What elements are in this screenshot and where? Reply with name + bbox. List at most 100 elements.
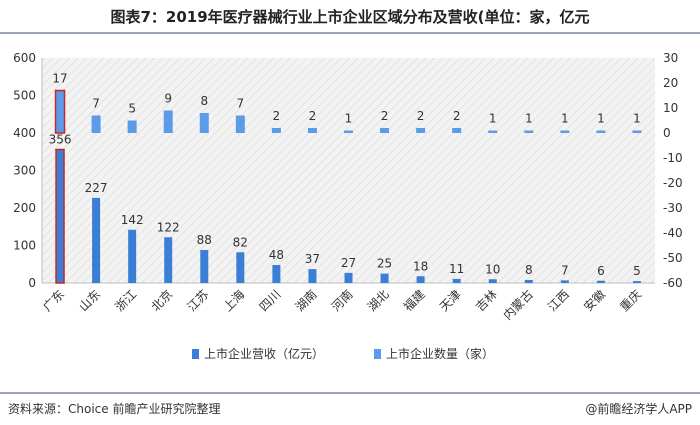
left-tick-label: 100 — [13, 239, 36, 253]
count-data-label: 5 — [128, 102, 136, 116]
revenue-bar — [380, 273, 389, 283]
legend-swatch-count — [374, 349, 381, 359]
revenue-bar — [55, 148, 65, 284]
revenue-bar — [92, 197, 101, 283]
revenue-bar — [200, 250, 209, 283]
count-bar — [199, 113, 209, 133]
category-label: 河南 — [328, 287, 356, 315]
revenue-data-label: 8 — [525, 263, 533, 277]
revenue-data-label: 25 — [377, 257, 392, 271]
count-bar — [235, 115, 245, 133]
count-data-label: 7 — [92, 97, 100, 111]
category-label: 内蒙古 — [500, 287, 536, 323]
count-data-label: 2 — [381, 109, 389, 123]
count-data-label: 2 — [417, 109, 425, 123]
count-data-label: 9 — [164, 92, 172, 106]
category-label: 江西 — [545, 287, 572, 314]
revenue-bar — [164, 237, 173, 283]
count-data-label: 1 — [597, 112, 605, 126]
count-data-label: 1 — [525, 112, 533, 126]
revenue-data-label: 27 — [341, 256, 356, 270]
revenue-data-label: 48 — [269, 248, 284, 262]
category-label: 北京 — [148, 287, 175, 314]
left-tick-label: 400 — [13, 126, 36, 140]
count-bar — [307, 128, 317, 133]
revenue-bar — [308, 269, 317, 283]
count-bar — [380, 128, 390, 133]
count-data-label: 7 — [237, 97, 245, 111]
count-bar — [271, 128, 281, 133]
title-rule — [0, 32, 700, 34]
revenue-data-label: 6 — [597, 264, 605, 278]
revenue-data-label: 122 — [157, 220, 180, 234]
right-tick-label: -40 — [663, 226, 683, 240]
revenue-data-label: 10 — [485, 262, 500, 276]
revenue-data-label: 18 — [413, 259, 428, 273]
footer-rule — [0, 392, 700, 394]
revenue-bar — [452, 278, 461, 283]
category-label: 湖南 — [292, 287, 320, 315]
category-label: 浙江 — [112, 287, 139, 314]
left-tick-label: 500 — [13, 89, 36, 103]
revenue-bar — [416, 276, 425, 283]
revenue-bar — [632, 281, 641, 283]
revenue-data-label: 356 — [49, 133, 72, 147]
count-bar — [127, 120, 137, 133]
count-bar — [91, 115, 101, 133]
revenue-data-label: 37 — [305, 252, 320, 266]
revenue-bar — [524, 280, 533, 283]
revenue-bar — [596, 280, 605, 283]
category-label: 上海 — [220, 287, 248, 315]
count-bar — [163, 110, 173, 133]
plot-background — [42, 58, 655, 283]
revenue-bar — [488, 279, 497, 283]
count-bar — [524, 130, 534, 133]
revenue-bar — [344, 272, 353, 283]
left-tick-label: 600 — [13, 51, 36, 65]
revenue-bar — [236, 252, 245, 283]
count-bar — [596, 130, 606, 133]
source-note: 资料来源：Choice 前瞻产业研究院整理 — [8, 402, 221, 416]
category-label: 湖北 — [364, 287, 392, 315]
count-bar — [560, 130, 570, 133]
category-label: 吉林 — [473, 287, 500, 314]
category-label: 福建 — [400, 287, 428, 315]
count-data-label: 17 — [52, 72, 67, 86]
chart-title: 图表7：2019年医疗器械行业上市企业区域分布及营收(单位：家，亿元 — [110, 8, 590, 26]
right-tick-label: 20 — [663, 76, 678, 90]
count-data-label: 1 — [489, 112, 497, 126]
count-bar — [416, 128, 426, 133]
right-tick-label: 10 — [663, 101, 678, 115]
count-data-label: 2 — [273, 109, 281, 123]
count-bar — [344, 130, 353, 133]
right-tick-label: -20 — [663, 176, 683, 190]
count-bar — [632, 130, 642, 133]
count-bar — [452, 128, 462, 133]
count-data-label: 1 — [561, 112, 569, 126]
revenue-bar — [128, 229, 137, 283]
left-tick-label: 200 — [13, 201, 36, 215]
revenue-data-label: 7 — [561, 263, 569, 277]
right-tick-label: 30 — [663, 51, 678, 65]
category-label: 重庆 — [617, 287, 644, 314]
category-label: 广东 — [40, 287, 67, 314]
revenue-data-label: 142 — [121, 213, 144, 227]
category-label: 江苏 — [185, 287, 212, 314]
category-label: 四川 — [257, 287, 284, 314]
revenue-data-label: 11 — [449, 262, 464, 276]
category-label: 安徽 — [580, 287, 608, 315]
count-bar — [54, 89, 66, 134]
left-tick-label: 0 — [28, 276, 36, 290]
count-data-label: 8 — [200, 94, 208, 108]
right-tick-label: -30 — [663, 201, 683, 215]
count-bar — [488, 130, 498, 133]
legend-label-count: 上市企业数量（家） — [386, 346, 494, 361]
count-data-label: 2 — [453, 109, 461, 123]
count-data-label: 1 — [345, 112, 353, 126]
right-tick-label: -60 — [663, 276, 683, 290]
revenue-data-label: 5 — [633, 264, 641, 278]
revenue-data-label: 88 — [197, 233, 212, 247]
right-tick-label: 0 — [663, 126, 671, 140]
left-tick-label: 300 — [13, 164, 36, 178]
